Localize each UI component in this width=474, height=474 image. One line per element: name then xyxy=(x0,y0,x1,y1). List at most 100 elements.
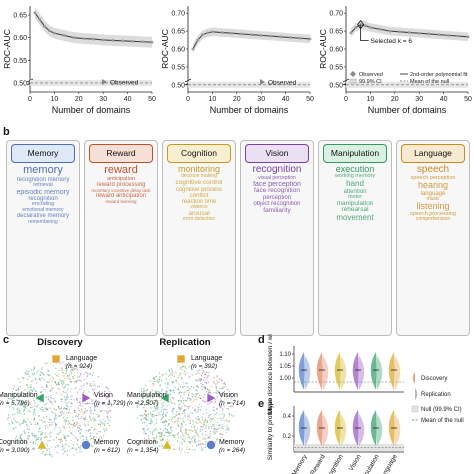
network-dot xyxy=(162,438,164,440)
network-dot xyxy=(148,400,150,403)
network-dot xyxy=(229,406,231,408)
network-dot xyxy=(49,407,51,409)
network-dot xyxy=(204,422,206,424)
network-dot xyxy=(186,382,188,385)
x-tick-label: 40 xyxy=(440,96,448,103)
network-dot xyxy=(61,398,63,400)
network-dot xyxy=(23,419,25,421)
observed-point xyxy=(466,35,470,39)
network-dot xyxy=(213,392,215,394)
network-dot xyxy=(209,418,212,420)
network-dot xyxy=(89,438,92,441)
network-dot xyxy=(96,413,98,416)
network-dot xyxy=(30,389,32,391)
network-dot xyxy=(181,377,183,379)
network-dot xyxy=(199,442,202,445)
network-dot xyxy=(165,414,167,417)
network-dot xyxy=(213,406,215,409)
network-dot xyxy=(16,408,18,410)
network-dot xyxy=(226,418,228,420)
network-dot xyxy=(91,412,93,415)
network-dot xyxy=(179,367,181,369)
network-dot xyxy=(169,401,171,403)
observed-point xyxy=(369,26,372,29)
network-dot xyxy=(79,436,82,439)
network-dot xyxy=(36,422,39,424)
network-dot xyxy=(180,396,182,398)
network-dot xyxy=(188,414,190,416)
network-dot xyxy=(201,388,203,391)
network-dot xyxy=(18,409,20,411)
network-dot xyxy=(27,417,29,420)
network-dot xyxy=(209,433,211,435)
network-dot xyxy=(100,425,102,427)
network-dot xyxy=(28,429,31,431)
network-dot xyxy=(162,401,164,404)
network-dot xyxy=(50,401,53,403)
network-dot xyxy=(48,451,51,453)
network-dot xyxy=(41,377,43,379)
network-dot xyxy=(17,421,19,423)
network-dot xyxy=(186,446,188,448)
network-dot xyxy=(109,399,111,401)
node-label: Memory xyxy=(219,439,245,446)
network-dot xyxy=(161,388,163,391)
word-cloud: recognition visual perception face percept… xyxy=(244,164,310,214)
network-dot xyxy=(21,433,23,435)
network-dot xyxy=(182,420,184,422)
network-dot xyxy=(228,427,231,429)
network-dot xyxy=(164,424,166,427)
network-dot xyxy=(72,377,74,380)
network-dot xyxy=(74,410,76,412)
network-dot xyxy=(48,370,50,372)
network-dot xyxy=(72,434,74,436)
network-dot xyxy=(189,412,192,414)
domain-title: Memory xyxy=(11,144,75,163)
observed-point xyxy=(206,31,209,35)
x-tick-label: 0 xyxy=(186,96,190,103)
network-dot xyxy=(71,448,73,450)
network-dot xyxy=(145,417,147,420)
observed-point xyxy=(220,31,224,34)
network-dot xyxy=(41,386,43,388)
network-dot xyxy=(99,410,101,412)
word-cloud-term: face recognition xyxy=(254,187,300,195)
network-dot xyxy=(226,425,229,427)
network-dot xyxy=(178,449,181,451)
node-marker xyxy=(51,354,61,364)
network-dot xyxy=(213,376,215,379)
word-cloud-term: face perception xyxy=(253,180,301,188)
network-dot xyxy=(221,423,224,426)
network-dot xyxy=(80,417,82,419)
network-dot xyxy=(65,370,68,372)
network-dot xyxy=(63,396,66,398)
network-dot xyxy=(145,412,147,414)
observed-point xyxy=(250,33,253,37)
network-dot xyxy=(93,428,96,430)
network-dot xyxy=(168,431,170,433)
network-dot xyxy=(65,419,68,422)
network-dot xyxy=(170,428,172,430)
network-dot xyxy=(34,421,36,423)
network-dot xyxy=(194,366,197,368)
network-dot xyxy=(80,372,82,375)
network-dot xyxy=(176,389,179,391)
network-dot xyxy=(227,428,230,430)
network-dot xyxy=(184,385,186,388)
network-dot xyxy=(178,403,181,406)
network-dot xyxy=(63,381,65,383)
network-dot xyxy=(180,428,182,430)
network-dot xyxy=(183,393,185,396)
network-dot xyxy=(65,420,68,423)
network-dot xyxy=(146,399,149,401)
network-dot xyxy=(153,381,156,383)
network-dot xyxy=(216,382,219,384)
network-dot xyxy=(182,436,185,438)
network-dot xyxy=(29,389,31,391)
network-dot xyxy=(147,413,150,415)
observed-point xyxy=(308,37,312,41)
network-dot xyxy=(31,389,34,392)
network-dot xyxy=(167,424,170,426)
network-dot xyxy=(59,412,62,414)
